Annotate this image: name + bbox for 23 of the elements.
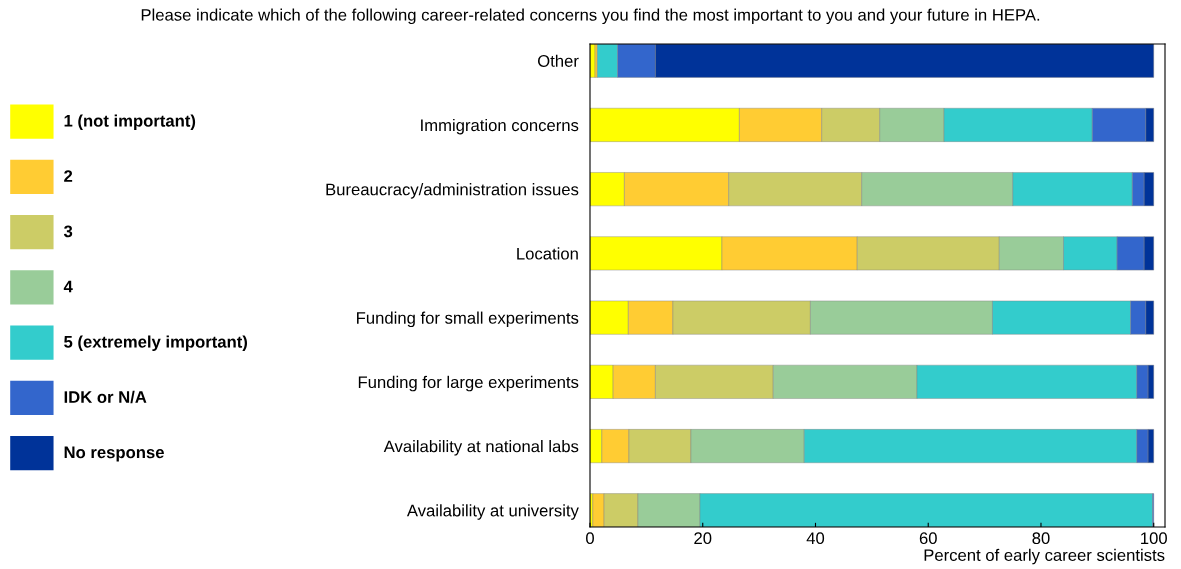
legend-label: No response: [64, 446, 164, 462]
x-tick-label: 20: [694, 532, 712, 545]
y-tick-label: Availability at university: [406, 504, 579, 520]
y-tick-label: Immigration concerns: [421, 118, 579, 135]
legend-label: 2: [64, 170, 73, 182]
y-tick-label: Availability at national labs: [383, 440, 579, 456]
y-tick-label: Bureaucracy/administration issues: [326, 183, 579, 199]
chart-title: Please indicate which of the following career-related concerns you find the most important to you and your future in HEPA.: [141, 8, 1040, 25]
legend-label: 1 (not important): [64, 114, 196, 131]
y-tick-label: Location: [517, 247, 578, 260]
legend-label: IDK or N/A: [64, 390, 147, 404]
y-tick-label: Funding for small experiments: [357, 311, 579, 328]
x-tick-label: 40: [806, 532, 825, 545]
x-tick-label: 100: [1141, 532, 1167, 545]
x-tick-label: 60: [919, 532, 937, 545]
x-axis-title: Percent of early career scientists: [924, 548, 1165, 565]
y-tick-label: Funding for large experiments: [358, 375, 579, 392]
y-tick-label: Other: [538, 54, 579, 67]
x-tick-label: 0: [586, 532, 594, 545]
x-tick-label: 80: [1032, 532, 1050, 545]
legend-label: 5 (extremely important): [64, 335, 248, 352]
legend-label: 4: [63, 280, 73, 293]
legend-label: 3: [63, 225, 73, 238]
